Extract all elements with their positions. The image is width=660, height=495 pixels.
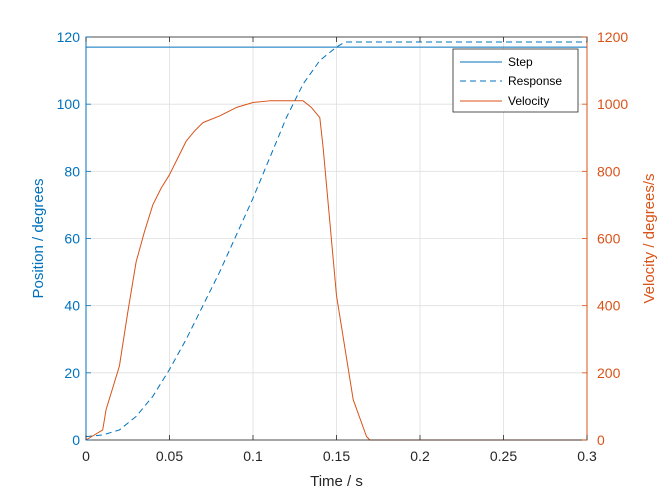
left-axis-label: Position / degrees [30, 178, 47, 298]
series-layer [85, 41, 587, 441]
legend-label-velocity: Velocity [508, 94, 549, 108]
ticks: 0 0.05 0.1 0.15 0.2 0.25 0.3020406080100120020… [57, 29, 629, 464]
y-left-tick-label: 120 [57, 29, 81, 45]
x-tick-label: 0.15 [323, 448, 350, 464]
x-tick-label: 0.1 [243, 448, 263, 464]
y-left-tick-label: 80 [64, 163, 80, 179]
y-right-tick-label: 1200 [597, 29, 628, 45]
series-line-velocity [85, 100, 587, 441]
x-tick-label: 0.2 [410, 448, 430, 464]
y-right-tick-label: 200 [597, 365, 621, 381]
series-line-response [85, 41, 587, 438]
x-tick-label: 0.05 [156, 448, 183, 464]
x-tick-label: 0.25 [490, 448, 517, 464]
y-left-tick-label: 40 [64, 298, 80, 314]
y-right-tick-label: 400 [597, 298, 621, 314]
y-left-tick-label: 60 [64, 231, 80, 247]
y-left-tick-label: 0 [72, 432, 80, 448]
legend: Step Response Velocity [452, 48, 579, 113]
x-tick-label: 0.3 [577, 448, 597, 464]
right-axis-label: Velocity / degrees/s [641, 173, 658, 303]
x-tick-label: 0 [82, 448, 90, 464]
y-left-tick-label: 100 [57, 96, 81, 112]
y-left-tick-label: 20 [64, 365, 80, 381]
legend-label-response: Response [508, 74, 562, 88]
legend-label-step: Step [508, 55, 533, 69]
y-right-tick-label: 600 [597, 231, 621, 247]
x-axis-label: Time / s [310, 473, 363, 490]
y-right-tick-label: 0 [597, 432, 605, 448]
y-right-tick-label: 1000 [597, 96, 628, 112]
y-right-tick-label: 800 [597, 163, 621, 179]
